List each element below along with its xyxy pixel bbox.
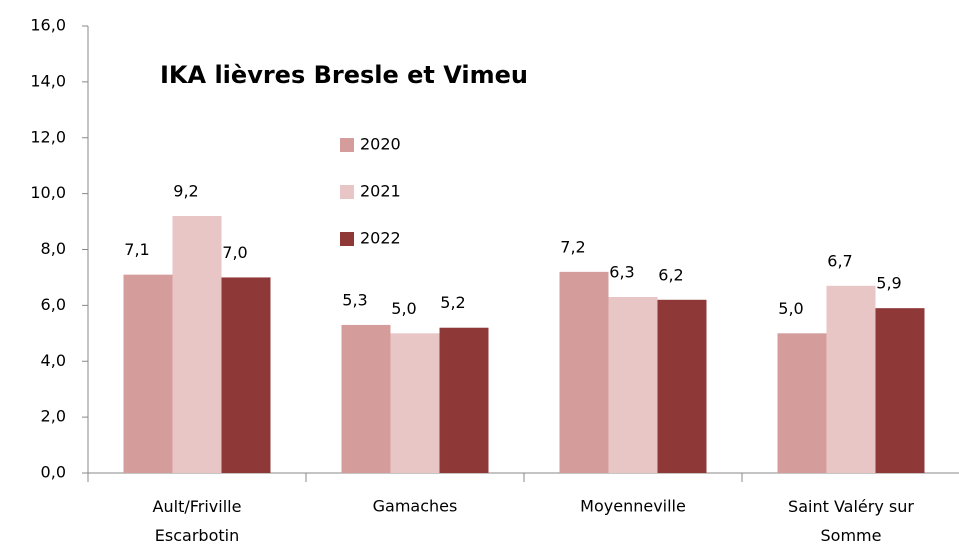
legend-swatch [340, 138, 354, 152]
x-tick-label: Moyenneville [580, 497, 686, 516]
data-label: 9,2 [173, 181, 198, 200]
y-tick-label: 2,0 [41, 407, 66, 426]
legend-swatch [340, 232, 354, 246]
y-tick-label: 12,0 [30, 127, 66, 146]
y-tick-label: 0,0 [41, 463, 66, 482]
bar [608, 296, 658, 473]
data-label: 7,2 [560, 237, 585, 256]
data-label: 6,7 [827, 251, 852, 270]
bar [657, 299, 707, 473]
legend-label: 2022 [360, 229, 401, 248]
bar [390, 333, 440, 473]
bar [777, 333, 827, 473]
y-tick-label: 10,0 [30, 183, 66, 202]
bar [439, 327, 489, 473]
x-tick-label: Saint Valéry sur Somme [788, 497, 914, 545]
legend-label: 2021 [360, 182, 401, 201]
bar [341, 324, 391, 473]
y-tick-label: 4,0 [41, 351, 66, 370]
data-label: 6,2 [658, 265, 683, 284]
y-tick-label: 8,0 [41, 239, 66, 258]
y-tick-label: 14,0 [30, 71, 66, 90]
bar [559, 271, 609, 473]
bar [875, 308, 925, 473]
data-label: 5,2 [440, 293, 465, 312]
bar [123, 274, 173, 473]
chart-title: IKA lièvres Bresle et Vimeu [160, 61, 528, 89]
x-tick-label: Ault/Friville Escarbotin [153, 497, 242, 545]
bar [221, 277, 271, 473]
data-label: 5,0 [391, 299, 416, 318]
legend-label: 2020 [360, 135, 401, 154]
data-label: 7,1 [124, 240, 149, 259]
y-tick-label: 16,0 [30, 16, 66, 35]
data-label: 5,9 [876, 274, 901, 293]
legend-swatch [340, 185, 354, 199]
y-tick-label: 6,0 [41, 295, 66, 314]
bar [172, 215, 222, 473]
data-label: 5,0 [778, 299, 803, 318]
bar [826, 285, 876, 473]
data-label: 6,3 [609, 262, 634, 281]
data-label: 5,3 [342, 290, 367, 309]
data-label: 7,0 [222, 243, 247, 262]
x-tick-label: Gamaches [373, 497, 458, 516]
